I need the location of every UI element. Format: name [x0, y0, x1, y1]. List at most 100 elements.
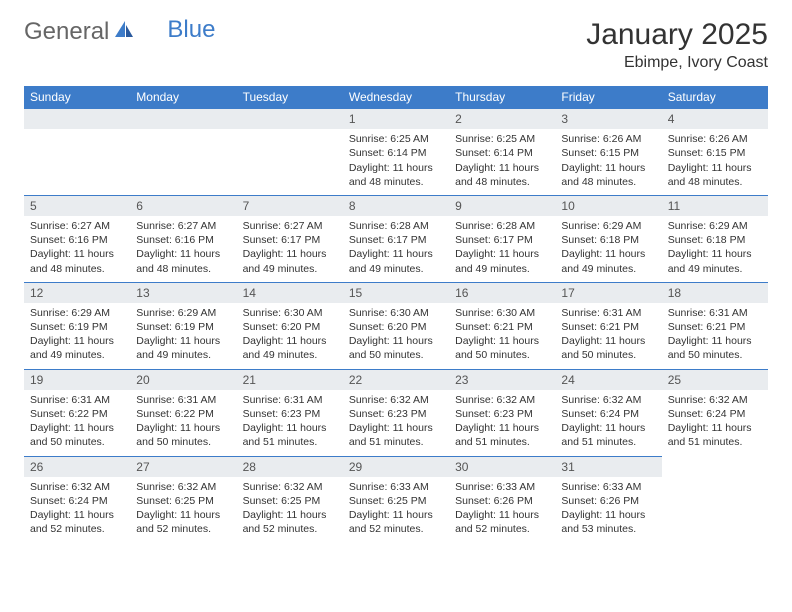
- sunrise-line: Sunrise: 6:31 AM: [136, 393, 230, 407]
- day-body: Sunrise: 6:28 AMSunset: 6:17 PMDaylight:…: [449, 216, 555, 282]
- day-body: Sunrise: 6:25 AMSunset: 6:14 PMDaylight:…: [343, 129, 449, 195]
- day-body: Sunrise: 6:29 AMSunset: 6:18 PMDaylight:…: [662, 216, 768, 282]
- weekday-header: Tuesday: [237, 86, 343, 108]
- day-number: 24: [555, 370, 661, 390]
- day-cell: 3Sunrise: 6:26 AMSunset: 6:15 PMDaylight…: [555, 108, 661, 195]
- weekday-header: Sunday: [24, 86, 130, 108]
- sunset-line: Sunset: 6:24 PM: [561, 407, 655, 421]
- day-cell: 9Sunrise: 6:28 AMSunset: 6:17 PMDaylight…: [449, 195, 555, 282]
- sunset-line: Sunset: 6:21 PM: [561, 320, 655, 334]
- sunset-line: Sunset: 6:23 PM: [349, 407, 443, 421]
- daylight-line: Daylight: 11 hours and 49 minutes.: [136, 334, 230, 362]
- day-cell: 8Sunrise: 6:28 AMSunset: 6:17 PMDaylight…: [343, 195, 449, 282]
- calendar-body: 1Sunrise: 6:25 AMSunset: 6:14 PMDaylight…: [24, 108, 768, 542]
- sunset-line: Sunset: 6:24 PM: [30, 494, 124, 508]
- day-number: 30: [449, 457, 555, 477]
- logo-text-general: General: [24, 18, 109, 46]
- sunrise-line: Sunrise: 6:25 AM: [349, 132, 443, 146]
- sunset-line: Sunset: 6:25 PM: [349, 494, 443, 508]
- day-number: 9: [449, 196, 555, 216]
- daylight-line: Daylight: 11 hours and 51 minutes.: [349, 421, 443, 449]
- sunrise-line: Sunrise: 6:29 AM: [136, 306, 230, 320]
- day-cell: [237, 108, 343, 195]
- sunset-line: Sunset: 6:16 PM: [136, 233, 230, 247]
- day-cell: 30Sunrise: 6:33 AMSunset: 6:26 PMDayligh…: [449, 456, 555, 543]
- day-number: 6: [130, 196, 236, 216]
- sunrise-line: Sunrise: 6:30 AM: [349, 306, 443, 320]
- day-cell: 17Sunrise: 6:31 AMSunset: 6:21 PMDayligh…: [555, 282, 661, 369]
- sunrise-line: Sunrise: 6:30 AM: [243, 306, 337, 320]
- day-body: Sunrise: 6:31 AMSunset: 6:22 PMDaylight:…: [24, 390, 130, 456]
- day-number: 18: [662, 283, 768, 303]
- daylight-line: Daylight: 11 hours and 50 minutes.: [561, 334, 655, 362]
- daylight-line: Daylight: 11 hours and 50 minutes.: [349, 334, 443, 362]
- sunrise-line: Sunrise: 6:27 AM: [136, 219, 230, 233]
- day-cell: 7Sunrise: 6:27 AMSunset: 6:17 PMDaylight…: [237, 195, 343, 282]
- sunrise-line: Sunrise: 6:31 AM: [243, 393, 337, 407]
- day-body: Sunrise: 6:27 AMSunset: 6:16 PMDaylight:…: [24, 216, 130, 282]
- day-body: Sunrise: 6:32 AMSunset: 6:24 PMDaylight:…: [662, 390, 768, 456]
- day-cell: 27Sunrise: 6:32 AMSunset: 6:25 PMDayligh…: [130, 456, 236, 543]
- day-number: 20: [130, 370, 236, 390]
- daylight-line: Daylight: 11 hours and 48 minutes.: [455, 161, 549, 189]
- sunrise-line: Sunrise: 6:29 AM: [668, 219, 762, 233]
- day-number: 10: [555, 196, 661, 216]
- day-body: Sunrise: 6:31 AMSunset: 6:22 PMDaylight:…: [130, 390, 236, 456]
- sunrise-line: Sunrise: 6:28 AM: [455, 219, 549, 233]
- sunrise-line: Sunrise: 6:33 AM: [349, 480, 443, 494]
- day-cell: 21Sunrise: 6:31 AMSunset: 6:23 PMDayligh…: [237, 369, 343, 456]
- day-number: 29: [343, 457, 449, 477]
- day-cell: 23Sunrise: 6:32 AMSunset: 6:23 PMDayligh…: [449, 369, 555, 456]
- logo-text-blue: Blue: [167, 16, 215, 44]
- day-body: Sunrise: 6:33 AMSunset: 6:26 PMDaylight:…: [555, 477, 661, 543]
- sunrise-line: Sunrise: 6:27 AM: [243, 219, 337, 233]
- weekday-header: Friday: [555, 86, 661, 108]
- day-cell: 25Sunrise: 6:32 AMSunset: 6:24 PMDayligh…: [662, 369, 768, 456]
- logo: General Blue: [24, 18, 215, 46]
- daylight-line: Daylight: 11 hours and 51 minutes.: [243, 421, 337, 449]
- sunrise-line: Sunrise: 6:31 AM: [30, 393, 124, 407]
- sunrise-line: Sunrise: 6:31 AM: [668, 306, 762, 320]
- sunset-line: Sunset: 6:19 PM: [136, 320, 230, 334]
- daylight-line: Daylight: 11 hours and 49 minutes.: [243, 334, 337, 362]
- daylight-line: Daylight: 11 hours and 52 minutes.: [136, 508, 230, 536]
- weekday-header: Monday: [130, 86, 236, 108]
- sunset-line: Sunset: 6:19 PM: [30, 320, 124, 334]
- daylight-line: Daylight: 11 hours and 49 minutes.: [455, 247, 549, 275]
- day-cell: 19Sunrise: 6:31 AMSunset: 6:22 PMDayligh…: [24, 369, 130, 456]
- daylight-line: Daylight: 11 hours and 51 minutes.: [668, 421, 762, 449]
- day-number: 4: [662, 109, 768, 129]
- sunset-line: Sunset: 6:24 PM: [668, 407, 762, 421]
- sunset-line: Sunset: 6:20 PM: [349, 320, 443, 334]
- sunrise-line: Sunrise: 6:32 AM: [455, 393, 549, 407]
- sunset-line: Sunset: 6:18 PM: [668, 233, 762, 247]
- day-cell: 6Sunrise: 6:27 AMSunset: 6:16 PMDaylight…: [130, 195, 236, 282]
- day-number: 26: [24, 457, 130, 477]
- sunrise-line: Sunrise: 6:32 AM: [668, 393, 762, 407]
- sunset-line: Sunset: 6:23 PM: [455, 407, 549, 421]
- day-cell: 20Sunrise: 6:31 AMSunset: 6:22 PMDayligh…: [130, 369, 236, 456]
- daylight-line: Daylight: 11 hours and 50 minutes.: [30, 421, 124, 449]
- day-cell: 4Sunrise: 6:26 AMSunset: 6:15 PMDaylight…: [662, 108, 768, 195]
- sunset-line: Sunset: 6:17 PM: [349, 233, 443, 247]
- sunrise-line: Sunrise: 6:25 AM: [455, 132, 549, 146]
- sunset-line: Sunset: 6:15 PM: [668, 146, 762, 160]
- daylight-line: Daylight: 11 hours and 49 minutes.: [561, 247, 655, 275]
- calendar: Sunday Monday Tuesday Wednesday Thursday…: [24, 86, 768, 542]
- day-number-empty: [24, 109, 130, 129]
- page-title: January 2025: [586, 18, 768, 52]
- daylight-line: Daylight: 11 hours and 50 minutes.: [668, 334, 762, 362]
- week-row: 19Sunrise: 6:31 AMSunset: 6:22 PMDayligh…: [24, 369, 768, 456]
- header: General Blue January 2025 Ebimpe, Ivory …: [24, 18, 768, 72]
- daylight-line: Daylight: 11 hours and 49 minutes.: [349, 247, 443, 275]
- logo-sail-icon: [113, 18, 135, 46]
- day-number: 27: [130, 457, 236, 477]
- day-number: 13: [130, 283, 236, 303]
- day-body: Sunrise: 6:27 AMSunset: 6:16 PMDaylight:…: [130, 216, 236, 282]
- sunrise-line: Sunrise: 6:28 AM: [349, 219, 443, 233]
- day-body: Sunrise: 6:27 AMSunset: 6:17 PMDaylight:…: [237, 216, 343, 282]
- sunset-line: Sunset: 6:17 PM: [243, 233, 337, 247]
- daylight-line: Daylight: 11 hours and 48 minutes.: [136, 247, 230, 275]
- sunset-line: Sunset: 6:18 PM: [561, 233, 655, 247]
- day-body: Sunrise: 6:32 AMSunset: 6:25 PMDaylight:…: [130, 477, 236, 543]
